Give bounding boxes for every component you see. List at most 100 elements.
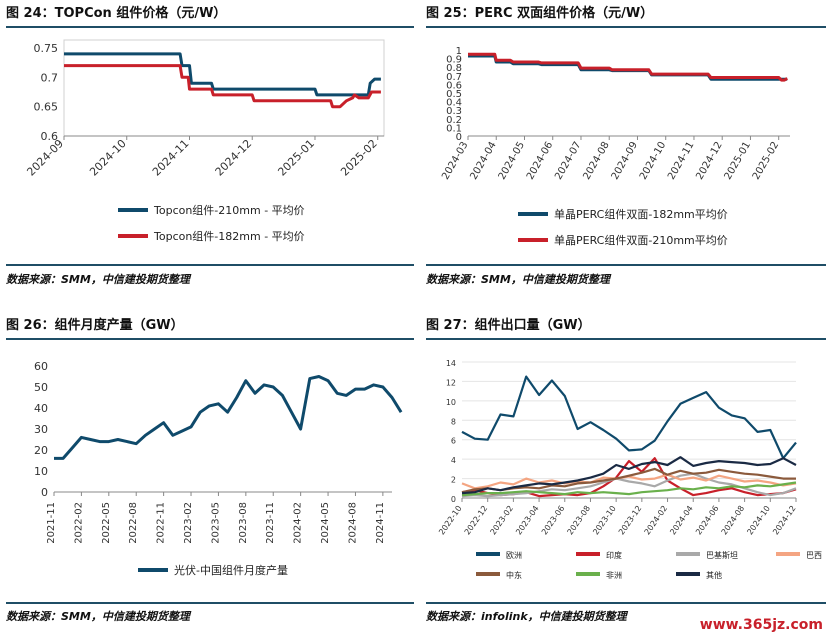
y-tick-label: 0.9 <box>446 55 462 66</box>
x-tick-label: 2023-05 <box>210 502 221 544</box>
title-rule <box>426 26 826 28</box>
x-tick-label: 2022-05 <box>101 502 112 544</box>
legend-label: 单晶PERC组件双面-182mm平均价 <box>554 207 728 221</box>
y-tick-label: 1 <box>456 46 462 57</box>
y-tick-label: 60 <box>34 360 48 373</box>
y-tick-label: 0.5 <box>446 89 462 100</box>
y-tick-label: 0.6 <box>41 130 59 143</box>
x-tick-label: 2022-02 <box>73 502 84 544</box>
bottom-rule <box>426 264 826 266</box>
series-line-0 <box>54 375 403 460</box>
x-tick-label: 2022-08 <box>128 502 139 544</box>
x-tick-label: 2025-02 <box>751 140 781 182</box>
y-tick-label: 0.6 <box>446 80 462 91</box>
x-tick-label: 2024-03 <box>440 140 470 182</box>
y-tick-label: 10 <box>34 465 48 478</box>
x-tick-label: 2024-09 <box>610 140 640 182</box>
x-tick-label: 2022-11 <box>156 502 167 544</box>
x-tick-label: 2023-04 <box>514 504 541 537</box>
x-tick-label: 2024-12 <box>771 504 798 537</box>
data-source-note: 数据来源：SMM，中信建投期货整理 <box>6 610 190 623</box>
title-rule <box>6 338 414 340</box>
x-tick-label: 2022-10 <box>437 504 464 537</box>
x-tick-label: 2023-12 <box>617 504 644 537</box>
y-tick-label: 0.7 <box>41 71 59 84</box>
bottom-rule <box>426 602 826 604</box>
data-source-note: 数据来源：infolink，中信建投期货整理 <box>426 610 627 623</box>
x-tick-label: 2024-10 <box>638 140 668 182</box>
y-tick-label: 0.7 <box>446 72 462 83</box>
x-tick-label: 2024-08 <box>347 502 358 544</box>
chart-title: 图 25：PERC 双面组件价格（元/W） <box>426 6 654 21</box>
y-tick-label: 8 <box>451 417 456 426</box>
x-tick-label: 2024-02 <box>293 502 304 544</box>
y-tick-label: 0.3 <box>446 106 462 117</box>
x-tick-label: 2024-12 <box>213 137 255 179</box>
x-tick-label: 2024-10 <box>87 137 129 179</box>
y-tick-label: 10 <box>446 398 456 407</box>
series-line-0 <box>468 54 788 81</box>
bottom-rule <box>6 602 414 604</box>
chart-panel-perc: 图 25：PERC 双面组件价格（元/W） 1 0.9 0.8 0.7 0.6 0.5 0.… <box>426 4 826 304</box>
x-tick-label: 2024-08 <box>581 140 611 182</box>
y-tick-label: 0.75 <box>34 42 59 55</box>
chart-title: 图 26：组件月度产量（GW） <box>6 318 184 333</box>
x-tick-label: 2025-01 <box>723 140 753 182</box>
x-tick-label: 2024-05 <box>320 502 331 544</box>
x-tick-label: 2023-02 <box>183 502 194 544</box>
perc-price-chart: 10.90.80.70.60.50.40.30.20.102024-032024… <box>440 46 790 247</box>
x-tick-label: 2024-04 <box>668 504 695 537</box>
y-tick-label: 6 <box>451 437 456 446</box>
x-tick-label: 2025-01 <box>275 137 317 179</box>
x-tick-label: 2023-08 <box>238 502 249 544</box>
y-tick-label: 40 <box>34 402 48 415</box>
chart-panel-topcon: 图 24：TOPCon 组件价格（元/W） 0.75 0.7 0.65 0.6 2024… <box>6 4 414 304</box>
series-line-0 <box>64 52 381 97</box>
y-tick-label: 0 <box>456 132 462 143</box>
chart-title: 图 27：组件出口量（GW） <box>426 318 591 333</box>
legend-label: 中东 <box>506 570 522 580</box>
y-tick-label: 2 <box>451 476 456 485</box>
bottom-rule <box>6 264 414 266</box>
legend-label: 非洲 <box>606 570 622 580</box>
title-rule <box>426 338 826 340</box>
x-tick-label: 2024-11 <box>375 502 386 544</box>
data-source-note: 数据来源：SMM，中信建投期货整理 <box>6 273 190 286</box>
x-tick-label: 2023-06 <box>540 504 567 537</box>
x-tick-label: 2024-11 <box>150 137 192 179</box>
x-tick-label: 2024-06 <box>525 140 555 182</box>
chart-panel-monthly-production: 图 26：组件月度产量（GW） 60 50 40 30 20 10 0 2021-11 2022… <box>6 316 414 634</box>
y-tick-label: 4 <box>451 456 456 465</box>
y-tick-label: 50 <box>34 381 48 394</box>
x-tick-label: 2024-10 <box>745 504 772 537</box>
x-tick-label: 2024-11 <box>666 140 696 182</box>
y-tick-label: 0 <box>451 495 456 504</box>
y-tick-label: 30 <box>34 423 48 436</box>
legend-label: 巴基斯坦 <box>706 550 738 560</box>
monthly-production-chart: 60 50 40 30 20 10 0 2021-11 2022-02 2022-05 2022-0… <box>34 360 403 577</box>
legend-label: Topcon组件-210mm - 平均价 <box>153 203 305 217</box>
series-line-4 <box>461 467 796 494</box>
x-tick-label: 2024-04 <box>468 140 498 182</box>
y-tick-label: 20 <box>34 444 48 457</box>
title-rule <box>6 26 414 28</box>
x-tick-label: 2023-08 <box>566 504 593 537</box>
x-tick-label: 2024-06 <box>694 504 721 537</box>
x-tick-label: 2024-09 <box>24 137 66 179</box>
y-tick-label: 0.65 <box>34 101 59 114</box>
data-source-note: 数据来源：SMM，中信建投期货整理 <box>426 273 610 286</box>
y-tick-label: 0 <box>41 486 48 499</box>
x-tick-label: 2022-12 <box>463 504 490 537</box>
y-tick-label: 14 <box>446 359 456 368</box>
series-line-0 <box>461 375 797 460</box>
legend-label: 光伏-中国组件月度产量 <box>174 563 288 577</box>
legend-label: 单晶PERC组件双面-210mm平均价 <box>554 233 728 247</box>
series-line-1 <box>468 52 788 82</box>
legend-label: Topcon组件-182mm - 平均价 <box>153 229 305 243</box>
legend-label: 巴西 <box>806 551 822 560</box>
watermark-text: www.365jz.com <box>699 617 823 633</box>
x-tick-label: 2024-05 <box>497 140 527 182</box>
y-tick-label: 12 <box>446 378 456 387</box>
